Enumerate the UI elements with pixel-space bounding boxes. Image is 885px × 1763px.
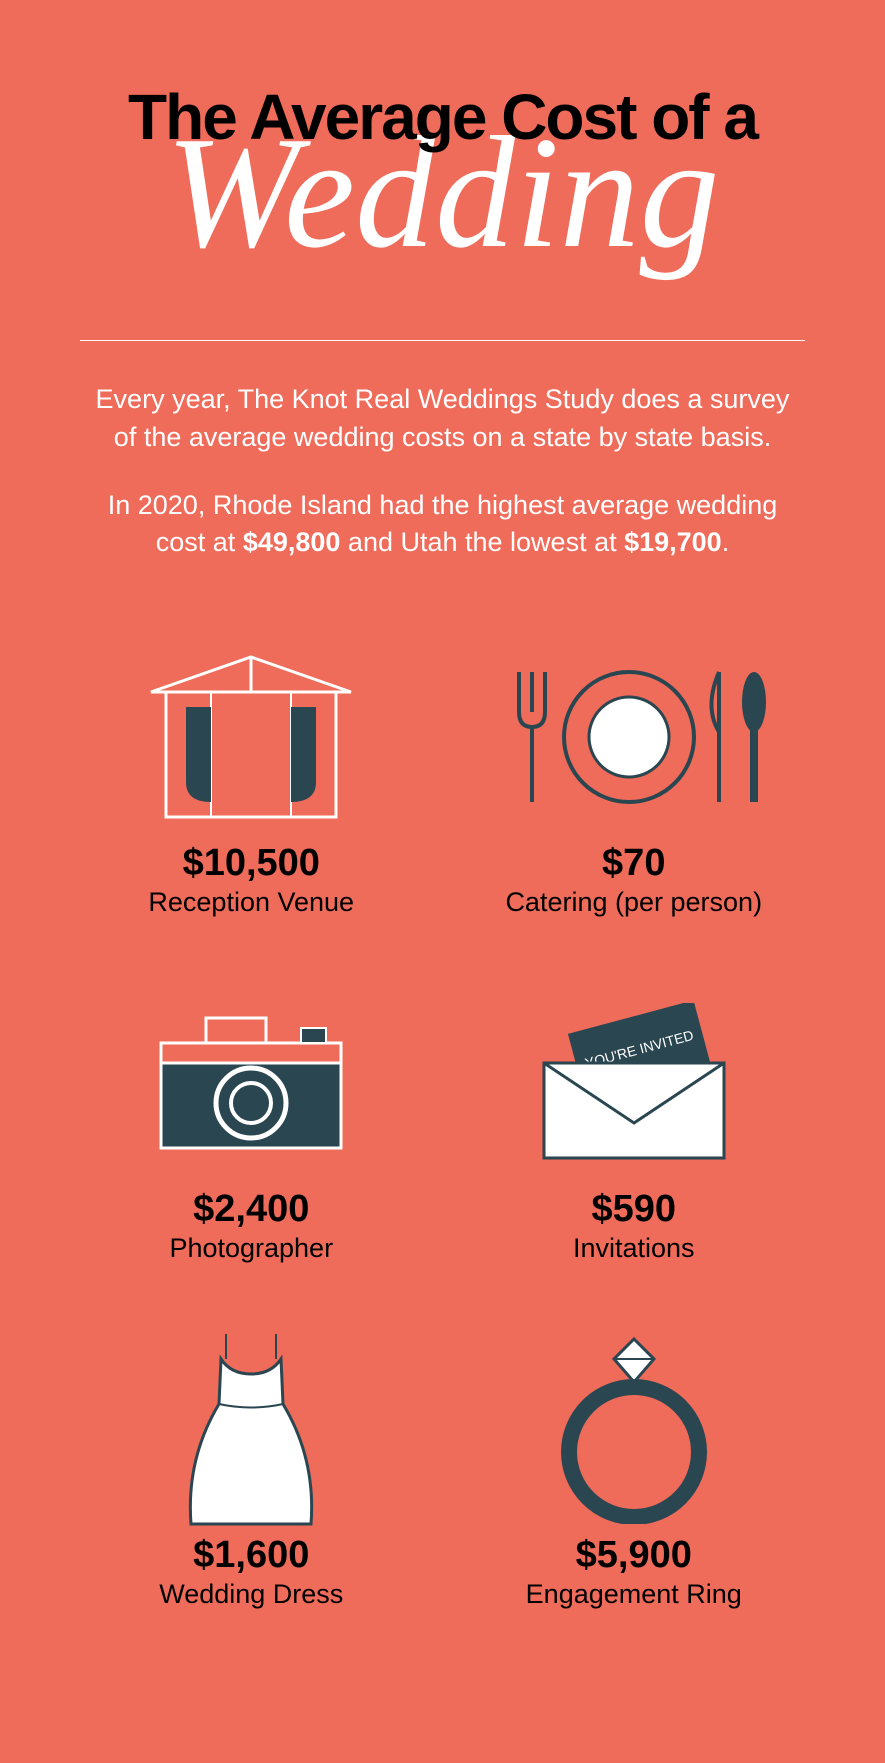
item-photographer: $2,400 Photographer — [80, 988, 423, 1264]
tent-icon — [141, 642, 361, 832]
price-photographer: $2,400 — [193, 1188, 309, 1231]
label-venue: Reception Venue — [148, 887, 354, 918]
label-catering: Catering (per person) — [505, 887, 762, 918]
item-venue: $10,500 Reception Venue — [80, 642, 423, 918]
price-invitations: $590 — [591, 1188, 676, 1231]
camera-icon — [151, 988, 351, 1178]
item-dress: $1,600 Wedding Dress — [80, 1334, 423, 1610]
title-block: The Average Cost of a Wedding — [60, 80, 825, 340]
ring-icon — [549, 1334, 719, 1524]
price-dress: $1,600 — [193, 1534, 309, 1577]
cost-grid: $10,500 Reception Venue — [60, 642, 825, 1610]
item-catering: $70 Catering (per person) — [463, 642, 806, 918]
price-catering: $70 — [602, 842, 665, 885]
envelope-icon: YOU'RE INVITED — [524, 988, 744, 1178]
dining-icon — [494, 642, 774, 832]
label-invitations: Invitations — [573, 1233, 695, 1264]
intro-text: Every year, The Knot Real Weddings Study… — [60, 381, 825, 562]
label-photographer: Photographer — [169, 1233, 333, 1264]
title-divider — [80, 340, 805, 341]
label-ring: Engagement Ring — [526, 1579, 742, 1610]
intro-p2: In 2020, Rhode Island had the highest av… — [90, 487, 795, 563]
price-ring: $5,900 — [576, 1534, 692, 1577]
title-line1: The Average Cost of a — [60, 80, 825, 154]
intro-p1: Every year, The Knot Real Weddings Study… — [90, 381, 795, 457]
infographic-container: The Average Cost of a Wedding Every year… — [0, 0, 885, 1650]
item-ring: $5,900 Engagement Ring — [463, 1334, 806, 1610]
label-dress: Wedding Dress — [159, 1579, 343, 1610]
item-invitations: YOU'RE INVITED $590 Invitations — [463, 988, 806, 1264]
dress-icon — [171, 1334, 331, 1524]
price-venue: $10,500 — [183, 842, 320, 885]
